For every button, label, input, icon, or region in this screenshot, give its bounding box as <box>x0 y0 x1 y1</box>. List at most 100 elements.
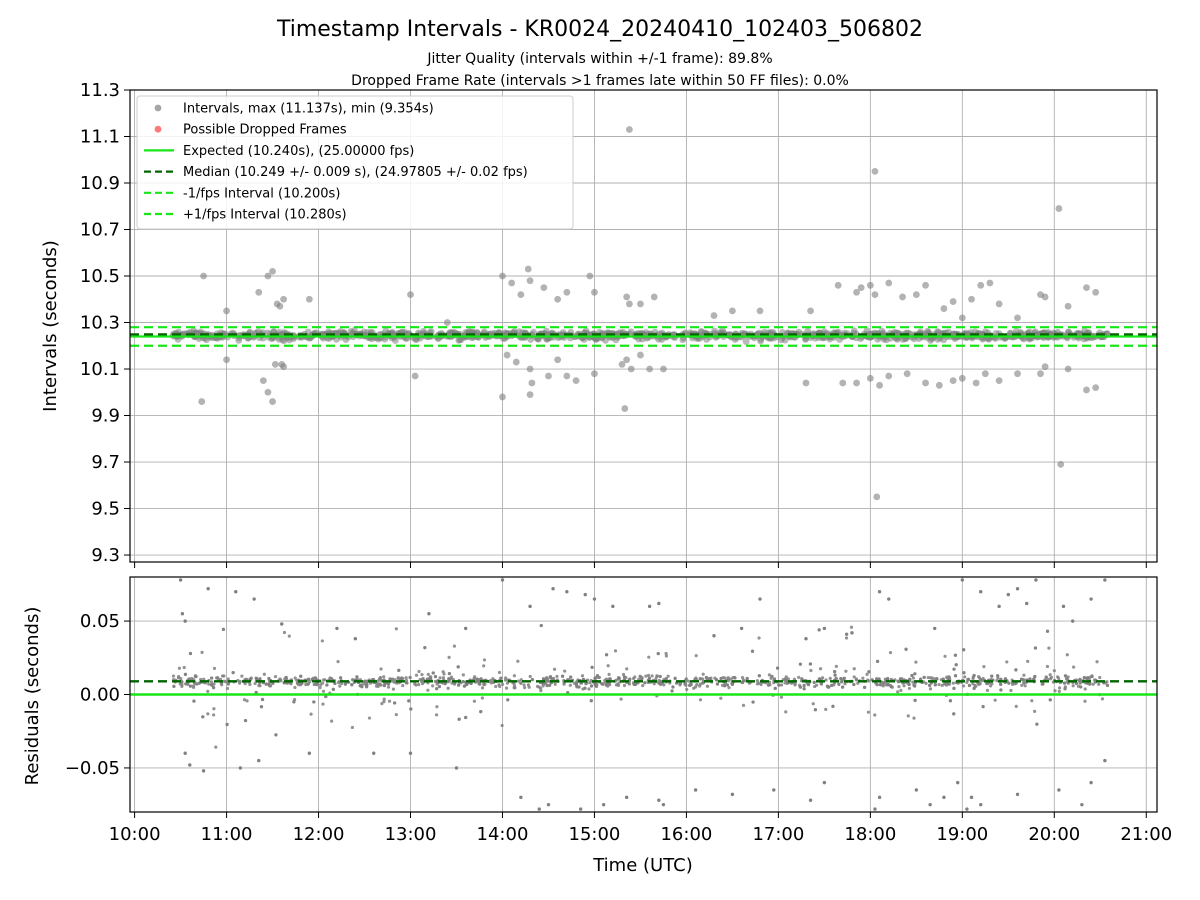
interval-point <box>305 295 313 303</box>
residuals-band-point <box>861 676 865 680</box>
residuals-band-point <box>1063 674 1068 678</box>
residuals-band-point <box>1033 709 1037 713</box>
residuals-band-point <box>382 697 386 701</box>
residuals-band-point <box>844 669 848 673</box>
interval-point <box>981 370 989 378</box>
residuals-band-point <box>195 682 199 686</box>
residuals-band-point <box>952 686 956 690</box>
residuals-band-point <box>845 632 849 636</box>
residuals-band-point <box>673 676 677 680</box>
residuals-band-point <box>966 677 971 681</box>
residuals-band-point <box>254 690 258 695</box>
intervals-y-tick-label: 9.9 <box>91 406 120 427</box>
interval-point <box>972 379 980 387</box>
residual-point <box>183 751 187 755</box>
residuals-band-point <box>386 682 391 686</box>
residual-point <box>201 769 206 773</box>
residuals-band-point <box>664 677 668 681</box>
residuals-y-axis-label: Residuals (seconds) <box>22 607 43 786</box>
residuals-band-point <box>726 676 730 680</box>
residuals-band-point <box>355 675 359 679</box>
x-tick-label: 16:00 <box>660 824 712 845</box>
residuals-band-point <box>906 714 910 718</box>
residuals-band-point <box>1091 682 1095 686</box>
residuals-band-point <box>657 678 661 683</box>
residuals-band-point <box>553 682 557 686</box>
interval-point <box>572 377 580 385</box>
residuals-band-point <box>380 702 384 706</box>
residuals-band-point <box>996 676 1000 680</box>
residuals-band-point <box>387 699 392 703</box>
residuals-band-point <box>792 677 797 681</box>
residual-point <box>257 758 261 763</box>
interval-point <box>554 295 562 303</box>
residuals-band-point <box>813 684 817 689</box>
interval-point <box>545 372 552 380</box>
intervals-y-ticks: 9.3 9.5 9.7 9.9 10.1 10.3 10.5 10.7 10.9 11.1 11.3 <box>80 80 130 566</box>
residuals-band-point <box>330 719 334 723</box>
residuals-band-point <box>972 686 976 690</box>
residuals-band-point <box>447 677 451 681</box>
intervals-band-point <box>543 327 550 335</box>
residuals-band-point <box>802 683 806 687</box>
residuals-band-point <box>965 680 969 685</box>
residuals-band-point <box>783 681 787 685</box>
residuals-band-point <box>953 653 958 657</box>
residuals-band-point <box>523 686 527 690</box>
residuals-band-point <box>393 678 397 682</box>
residual-point <box>519 795 523 800</box>
legend-label: Median (10.249 +/- 0.009 s), (24.97805 +… <box>183 165 528 180</box>
residuals-band-point <box>522 683 526 687</box>
residual-point <box>183 619 187 623</box>
residuals-band-point <box>438 676 442 680</box>
residuals-band-point <box>479 710 483 714</box>
residuals-band-point <box>745 676 749 681</box>
residuals-band-point <box>772 677 777 681</box>
residuals-band-point <box>1030 699 1034 703</box>
intervals-band-point <box>264 329 272 337</box>
residuals-band-point <box>587 687 591 691</box>
residuals-band-point <box>321 689 326 693</box>
residuals-band-point <box>818 667 823 671</box>
residuals-band-point <box>200 650 204 654</box>
interval-point <box>986 279 994 287</box>
residuals-band-point <box>1022 681 1026 685</box>
residuals-band-point <box>500 723 504 728</box>
residuals-band-point <box>981 704 985 709</box>
intervals-y-tick-label: 9.5 <box>91 499 120 520</box>
residuals-band-point <box>420 672 424 677</box>
residuals-band-point <box>1033 674 1037 679</box>
residuals-band-point <box>904 647 908 651</box>
residuals-band-point <box>226 682 230 686</box>
interval-point <box>922 281 929 289</box>
intervals-y-tick-label: 11.3 <box>80 80 120 101</box>
residual-point <box>1089 780 1093 785</box>
residuals-band-point <box>312 700 316 704</box>
residuals-x-ticks: 10:00 11:00 12:00 13:00 14:00 15:00 16:00 17:00… <box>109 812 1172 845</box>
residuals-band-point <box>530 678 534 682</box>
residuals-y-ticks: −0.05 0.00 0.05 <box>65 611 130 779</box>
legend-marker <box>154 104 162 112</box>
residuals-band-point <box>260 697 265 702</box>
residuals-band-point <box>253 681 257 686</box>
residuals-band-point <box>797 675 801 679</box>
residuals-band-point <box>773 686 777 690</box>
residuals-band-point <box>899 688 903 692</box>
interval-point <box>623 293 631 301</box>
residuals-band-point <box>589 678 593 683</box>
residual-point <box>551 587 555 591</box>
residuals-band-point <box>583 686 587 690</box>
residuals-band-point <box>793 682 797 686</box>
residuals-band-point <box>382 675 386 679</box>
residual-point <box>969 795 974 800</box>
residuals-band-point <box>461 673 465 677</box>
interval-point <box>526 391 534 398</box>
interval-point <box>554 356 562 364</box>
residuals-band-point <box>1033 646 1038 650</box>
interval-point <box>255 288 263 296</box>
residual-point <box>1015 792 1020 797</box>
residuals-band-point <box>187 677 191 681</box>
residuals-band-point <box>658 681 662 686</box>
residual-point <box>537 807 541 811</box>
interval-point <box>499 272 506 280</box>
